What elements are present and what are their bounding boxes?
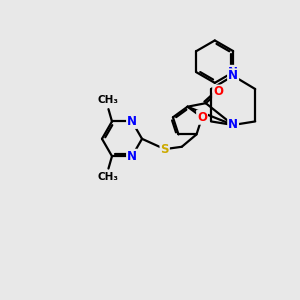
Text: N: N <box>228 118 238 131</box>
Text: N: N <box>127 150 137 163</box>
Text: CH₃: CH₃ <box>98 95 119 105</box>
Text: O: O <box>197 111 207 124</box>
Text: N: N <box>228 66 238 79</box>
Text: N: N <box>127 115 137 128</box>
Text: CH₃: CH₃ <box>98 172 119 182</box>
Text: O: O <box>213 85 223 98</box>
Text: N: N <box>228 69 238 82</box>
Text: S: S <box>160 142 169 156</box>
